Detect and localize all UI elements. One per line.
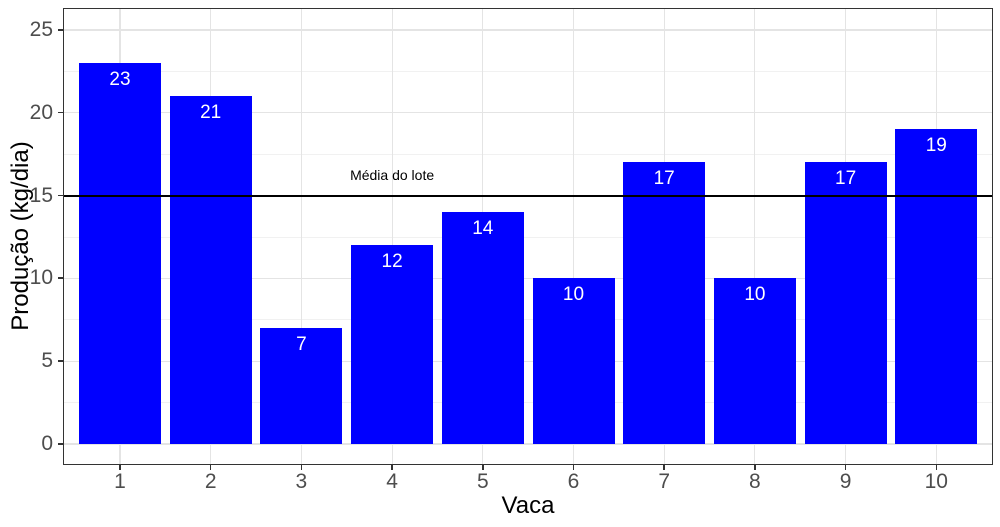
- bar: 23: [79, 63, 161, 444]
- x-tick-mark: [300, 465, 303, 470]
- y-gridline-minor: [63, 70, 993, 72]
- x-tick-mark: [572, 465, 575, 470]
- x-tick-mark: [391, 465, 393, 470]
- y-gridline-minor: [63, 153, 993, 155]
- x-tick-label: 7: [658, 470, 671, 493]
- bar-value-label: 21: [200, 102, 222, 124]
- bar-value-label: 14: [472, 218, 494, 240]
- bar: 19: [895, 129, 978, 444]
- bar: 17: [804, 162, 887, 444]
- x-gridline-major: [391, 8, 393, 465]
- bar: 14: [441, 212, 524, 444]
- bar-value-label: 12: [381, 251, 403, 273]
- bar: 7: [260, 328, 343, 444]
- bar-value-label: 10: [562, 284, 585, 306]
- y-gridline-major: [63, 277, 993, 279]
- y-tick-label: 15: [29, 183, 53, 207]
- x-tick-mark: [482, 465, 484, 470]
- y-tick-mark: [58, 111, 63, 114]
- reference-line: [63, 194, 993, 197]
- x-tick-label: 2: [204, 470, 217, 493]
- y-tick-mark: [58, 277, 63, 279]
- x-gridline-major: [754, 8, 756, 465]
- x-tick-mark: [209, 465, 212, 470]
- y-tick-label: 25: [29, 18, 53, 41]
- bar: 21: [169, 96, 252, 444]
- x-tick-label: 6: [567, 470, 580, 493]
- x-tick-label: 9: [839, 470, 852, 493]
- bar-value-label: 23: [109, 69, 131, 91]
- y-gridline-major: [63, 29, 993, 31]
- y-gridline-major: [63, 443, 993, 445]
- y-gridline-minor: [63, 319, 993, 321]
- x-tick-mark: [119, 465, 121, 470]
- y-tick-label: 20: [29, 100, 53, 124]
- x-tick-mark: [663, 465, 665, 470]
- bar-value-label: 10: [744, 284, 766, 306]
- y-gridline-minor: [63, 236, 993, 238]
- x-tick-label: 10: [924, 470, 948, 493]
- bar: 17: [623, 162, 706, 444]
- y-tick-label: 10: [29, 266, 53, 290]
- y-tick-label: 0: [41, 432, 53, 455]
- x-tick-label: 3: [295, 470, 308, 493]
- bar: 10: [713, 278, 796, 444]
- reference-line-label: Média do lote: [350, 166, 435, 183]
- bar-value-label: 17: [835, 168, 857, 190]
- y-axis-title: Produção (kg/dia): [7, 141, 34, 331]
- x-tick-mark: [844, 465, 847, 470]
- x-tick-mark: [935, 465, 938, 470]
- y-tick-mark: [58, 360, 63, 362]
- y-tick-label: 5: [41, 349, 53, 373]
- bar-value-label: 17: [653, 168, 675, 190]
- y-tick-mark: [58, 443, 63, 445]
- bar: 10: [532, 278, 615, 444]
- y-gridline-major: [63, 360, 993, 362]
- x-axis-title: Vaca: [501, 492, 555, 519]
- x-tick-label: 4: [386, 470, 398, 493]
- x-gridline-major: [300, 8, 302, 465]
- bar: 12: [351, 245, 434, 444]
- x-tick-label: 8: [749, 470, 761, 493]
- y-tick-mark: [58, 194, 63, 197]
- x-gridline-major: [572, 8, 575, 465]
- x-tick-label: 1: [114, 470, 126, 493]
- bar-value-label: 19: [925, 135, 947, 157]
- y-gridline-minor: [63, 402, 993, 404]
- plot-panel: Média do lote 23 21 7 12 14 10 17 10 17 19: [63, 8, 993, 465]
- x-tick-label: 5: [476, 470, 489, 493]
- y-tick-mark: [58, 29, 63, 31]
- bar-value-label: 7: [296, 334, 307, 356]
- x-tick-mark: [754, 465, 756, 470]
- y-gridline-major: [63, 112, 993, 114]
